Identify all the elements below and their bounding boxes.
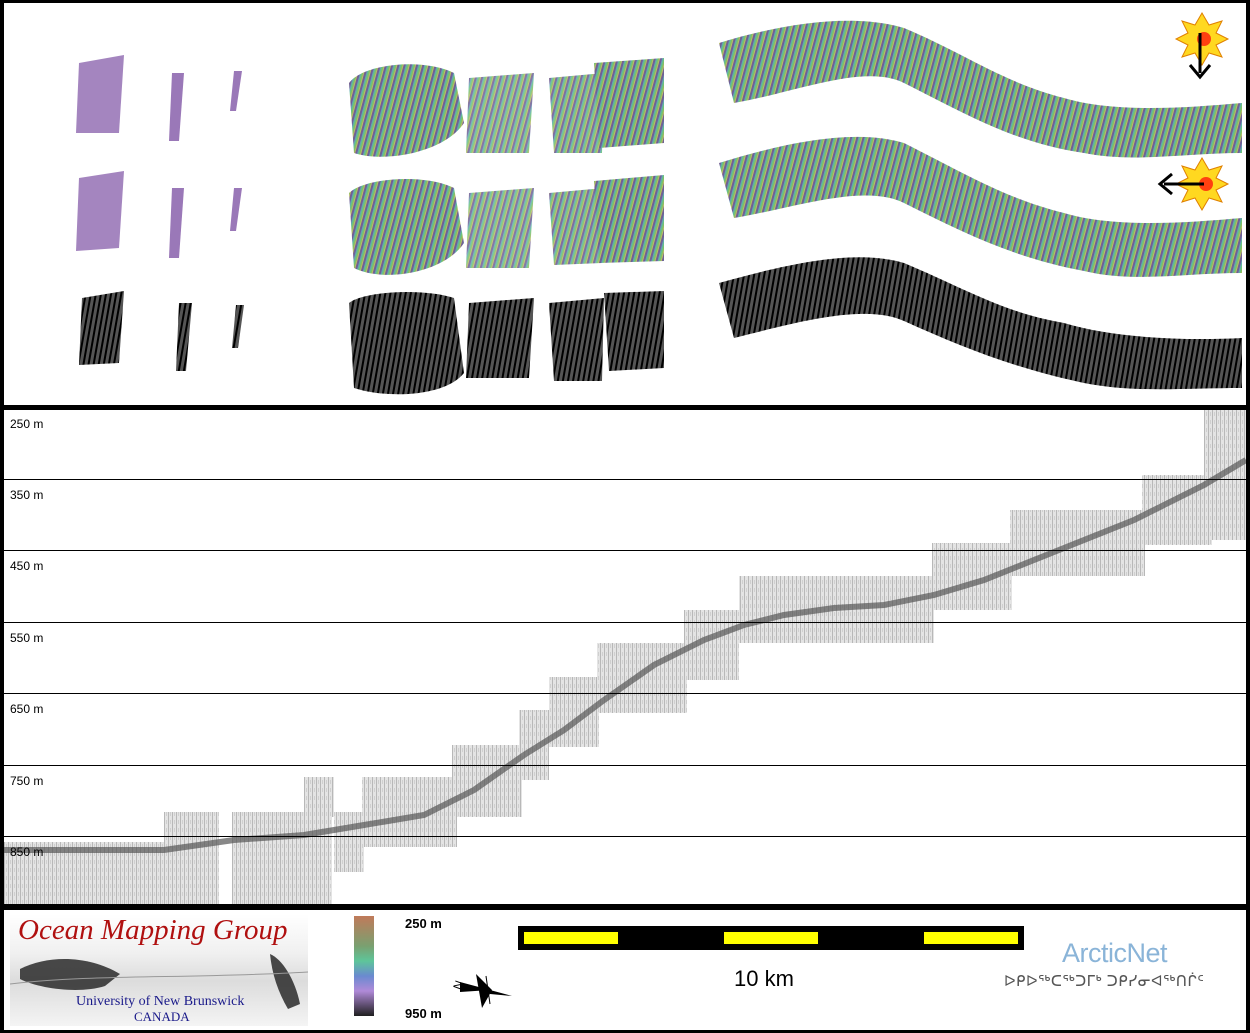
arrow-left-icon <box>1157 172 1204 196</box>
omg-logo <box>10 914 308 1026</box>
depth-gridline <box>4 550 1246 551</box>
depth-label: 550 m <box>10 631 44 645</box>
arcticnet-syllabics: ᐅᑭᐅᖅᑕᖅᑐᒥᒃ ᑐᑭᓯᓂᐊᖅᑎᒌᑦ <box>1004 973 1205 990</box>
omg-title: Ocean Mapping Group <box>18 914 288 946</box>
arcticnet-logo: ArcticNet <box>1062 938 1168 968</box>
north-arrow-icon <box>460 974 512 1008</box>
seafloor-reflector <box>4 457 1246 853</box>
depth-gridline <box>4 836 1246 837</box>
depth-label: 250 m <box>10 417 44 431</box>
colorbar-top-label: 250 m <box>405 916 442 931</box>
depth-label: 850 m <box>10 845 44 859</box>
map-row-north-illumination <box>76 20 1242 158</box>
depth-label: 350 m <box>10 488 44 502</box>
subbottom-profile-panel: 250 m 350 m 450 m 550 m 650 m 750 m 850 … <box>4 410 1246 904</box>
profile-data-blocks <box>4 410 1246 904</box>
depth-gridline <box>4 765 1246 766</box>
omg-university: University of New Brunswick <box>76 994 245 1009</box>
scale-bar-segment <box>724 932 818 944</box>
depth-gridline <box>4 479 1246 480</box>
scale-bar-segment <box>524 932 618 944</box>
legend-footer: Ocean Mapping Group University of New Br… <box>4 910 1246 1030</box>
depth-gridline <box>4 693 1246 694</box>
arrow-down-icon <box>1188 33 1212 80</box>
sun-icon <box>1174 12 1230 66</box>
depth-colorbar <box>354 916 374 1016</box>
subbottom-profile <box>4 410 1246 904</box>
scale-bar <box>518 926 1024 950</box>
depth-label: 750 m <box>10 774 44 788</box>
scale-label: 10 km <box>734 966 794 991</box>
colorbar-bottom-label: 950 m <box>405 1006 442 1021</box>
map-row-east-illumination <box>76 136 1242 277</box>
omg-country: CANADA <box>134 1009 190 1024</box>
bathymetry-map <box>76 12 1242 395</box>
ship-hull-icon <box>10 954 308 1009</box>
depth-label: 650 m <box>10 702 44 716</box>
map-row-backscatter <box>79 257 1242 395</box>
map-panel <box>4 3 1246 405</box>
depth-gridline <box>4 622 1246 623</box>
depth-label: 450 m <box>10 559 44 573</box>
scale-bar-segment <box>924 932 1018 944</box>
